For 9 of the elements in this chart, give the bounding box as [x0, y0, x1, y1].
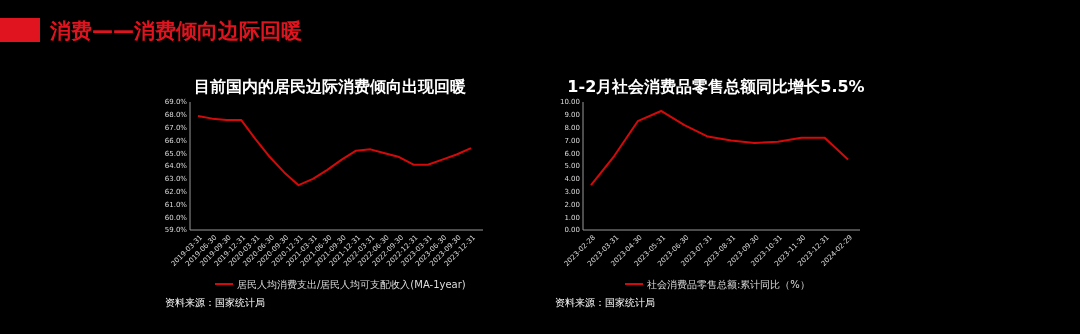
- line-series: [590, 109, 849, 187]
- legend-label: 居民人均消费支出/居民人均可支配收入(MA-1year): [237, 278, 466, 290]
- chart-title: 目前国内的居民边际消费倾向出现回暖: [194, 77, 466, 96]
- text: 消费——消费倾向边际回暖: [49, 19, 302, 43]
- text: 资料来源：国家统计局: [165, 297, 265, 308]
- legend-label: 社会消费品零售总额:累计同比（%）: [647, 278, 810, 290]
- chart-title: 1-2月社会消费品零售总额同比增长5.5%: [567, 77, 865, 96]
- text: 资料来源：国家统计局: [555, 297, 655, 308]
- line-series: [197, 115, 472, 187]
